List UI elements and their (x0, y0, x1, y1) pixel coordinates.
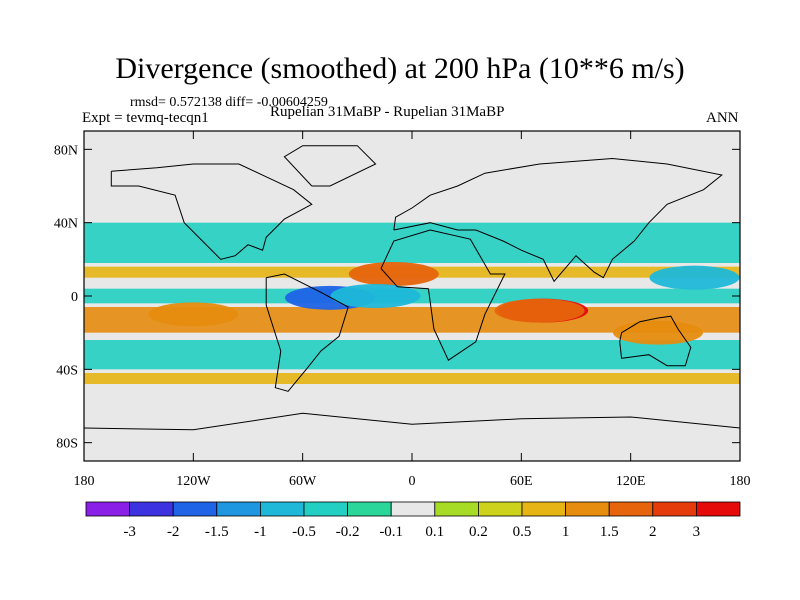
colorbar-label-9: 0.5 (513, 524, 532, 540)
field-feature-4 (330, 284, 421, 308)
colorbar-label-7: 0.1 (425, 524, 444, 540)
colorbar-label-12: 2 (649, 524, 657, 540)
field-feature-6 (613, 320, 703, 345)
y-tick-label-2: 0 (71, 290, 78, 305)
coastline-6 (283, 145, 377, 187)
coastline-3 (393, 157, 723, 283)
colorbar-label-0: -3 (123, 524, 136, 540)
colorbar-label-2: -1.5 (205, 524, 229, 540)
field-feature-7 (649, 265, 740, 290)
colorbar-swatch-13 (652, 501, 697, 517)
divergence-field (84, 222, 740, 384)
field-band-5 (84, 373, 740, 384)
y-tick-label-4: 80S (56, 437, 78, 452)
colorbar-swatch-12 (608, 501, 654, 517)
coastline-0 (110, 163, 313, 260)
y-tick-label-3: 40S (56, 363, 78, 378)
colorbar-label-6: -0.1 (379, 524, 403, 540)
colorbar-swatch-3 (216, 501, 261, 517)
coastline-5 (84, 412, 740, 431)
x-tick-label-3: 0 (409, 474, 416, 489)
field-feature-2 (348, 262, 439, 286)
coastline-1 (265, 273, 349, 392)
colorbar-swatch-5 (303, 501, 348, 517)
y-tick-label-1: 40N (54, 217, 78, 232)
period-label: Rupelian 31MaBP - Rupelian 31MaBP (270, 104, 505, 120)
colorbar-label-11: 1.5 (600, 524, 619, 540)
x-tick-label-5: 120E (616, 474, 646, 489)
colorbar-swatch-0 (85, 501, 130, 517)
field-feature-1 (494, 298, 585, 323)
colorbar-label-8: 0.2 (469, 524, 488, 540)
coastlines (84, 145, 740, 431)
experiment-label: Expt = tevmq-tecqn1 (82, 110, 209, 126)
x-axis: 180 120W 60W 0 60E 120E 180 (74, 131, 751, 489)
colorbar-swatch-2 (172, 501, 218, 517)
field-feature-5 (148, 302, 239, 327)
season-label: ANN (706, 110, 739, 126)
x-tick-label-4: 60E (510, 474, 533, 489)
coastline-4 (619, 315, 692, 367)
y-axis: 80N 40N 0 40S 80S (54, 143, 740, 452)
field-band-0 (84, 222, 740, 263)
colorbar-label-3: -1 (254, 524, 267, 540)
colorbar-label-5: -0.2 (336, 524, 360, 540)
colorbar-label-10: 1 (562, 524, 570, 540)
x-tick-label-0: 180 (74, 474, 95, 489)
colorbar-label-13: 3 (693, 524, 701, 540)
colorbar-label-4: -0.5 (292, 524, 316, 540)
chart-title: Divergence (smoothed) at 200 hPa (10**6 … (115, 52, 685, 85)
colorbar-label-1: -2 (167, 524, 180, 540)
colorbar-swatch-1 (129, 501, 174, 517)
x-tick-label-1: 120W (176, 474, 211, 489)
coastline-2 (380, 229, 506, 361)
x-tick-label-6: 180 (730, 474, 751, 489)
field-band-4 (84, 340, 740, 370)
stats-text: rmsd= 0.572138 diff= -0.00604259 (130, 95, 328, 110)
colorbar-swatch-9 (477, 501, 523, 517)
colorbar-swatch-14 (696, 501, 741, 517)
colorbar-swatch-6 (347, 501, 392, 517)
colorbar-swatch-10 (521, 501, 566, 517)
x-tick-label-2: 60W (289, 474, 317, 489)
colorbar-swatch-11 (565, 501, 610, 517)
colorbar-swatch-4 (259, 501, 305, 517)
y-tick-label-0: 80N (54, 143, 78, 158)
colorbar-swatch-8 (434, 501, 479, 517)
colorbar: -3 -2 -1.5 -1 -0.5 -0.2 -0.1 0.1 0.2 0.5 1 1.5 2 3 (85, 501, 741, 540)
colorbar-swatch-7 (390, 501, 436, 517)
